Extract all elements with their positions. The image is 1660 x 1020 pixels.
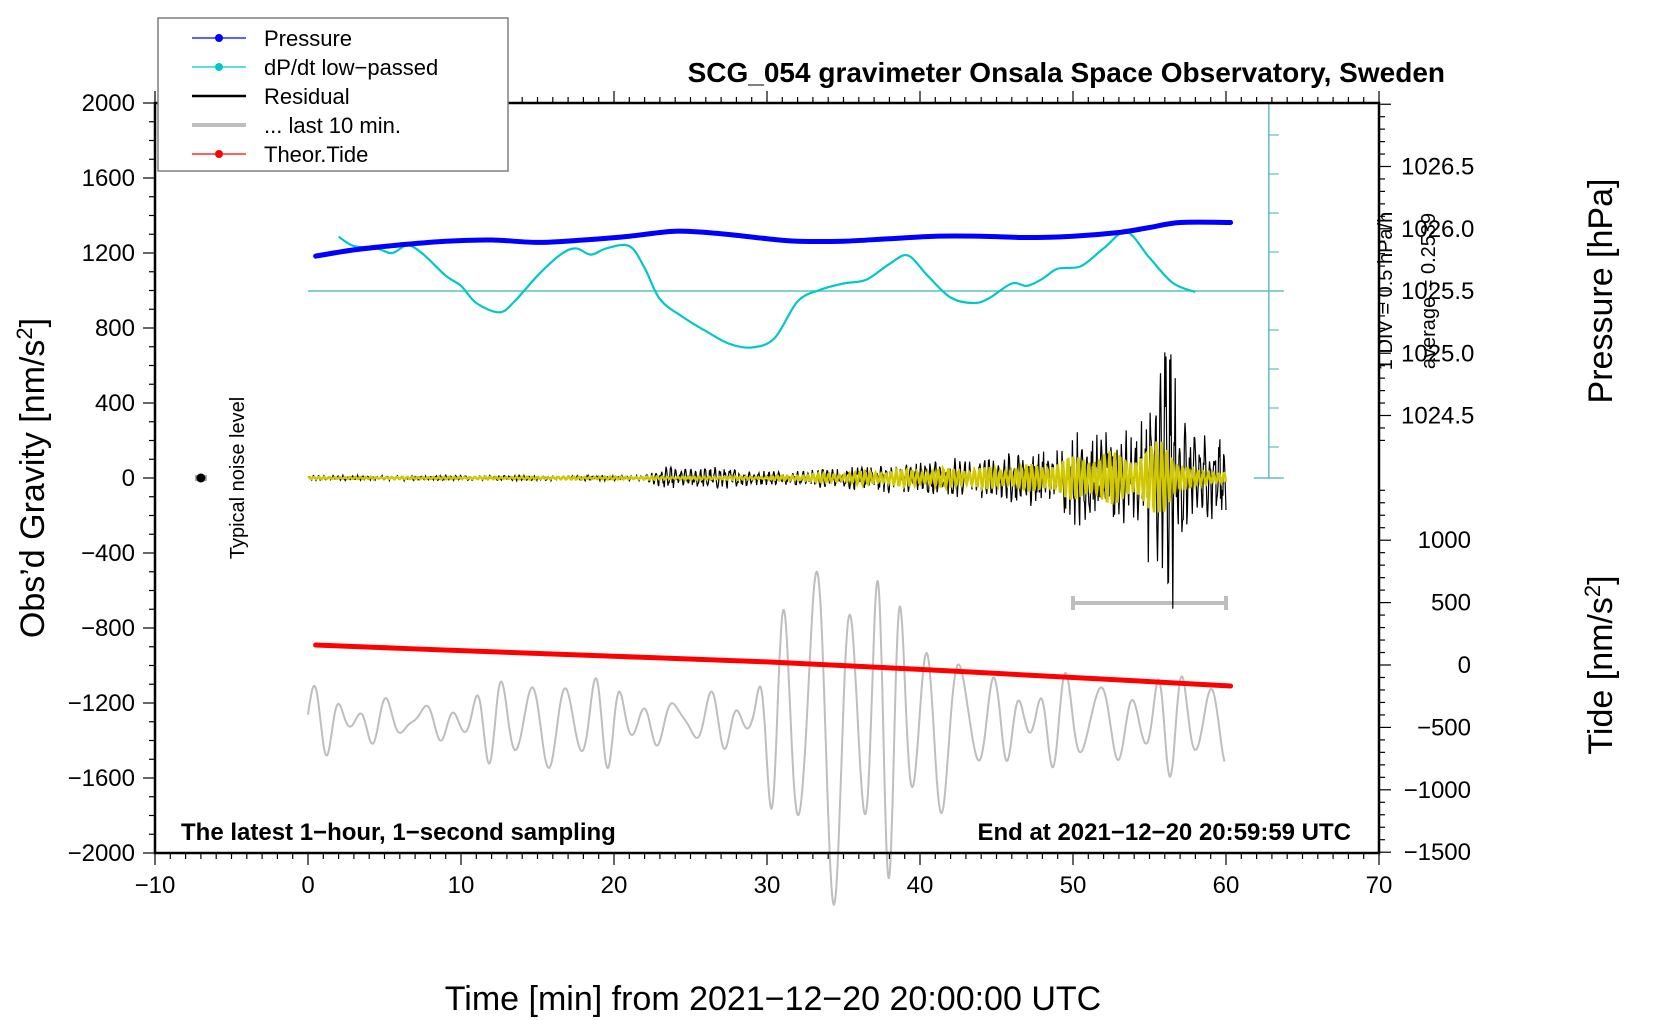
legend-label: Pressure (264, 26, 352, 51)
pressure-tick-label: 1024.5 (1401, 403, 1474, 430)
noise-level-label: Typical noise level (227, 397, 249, 559)
left-axis-title: Obs’d Gravity [nm/s2] (12, 318, 53, 638)
pressure-tick-label: 1026.0 (1401, 216, 1474, 243)
chart-title: SCG_054 gravimeter Onsala Space Observat… (688, 57, 1445, 88)
series-pressure (313, 219, 1234, 259)
pressure-tick-label: 1025.0 (1401, 340, 1474, 367)
left-axis-title-sup: 2 (12, 327, 37, 339)
x-tick-label: 70 (1366, 872, 1393, 899)
y-tick-label: −1600 (68, 765, 135, 792)
tide-tick-label: 500 (1431, 590, 1471, 617)
left-axis-title-end: ] (14, 318, 52, 327)
series-last-10-min (307, 570, 1228, 906)
y-tick-label: 800 (95, 315, 135, 342)
legend-label: Residual (264, 84, 350, 109)
y-tick-label: 1200 (82, 240, 135, 267)
y-tick-label: 400 (95, 390, 135, 417)
y-tick-label: 0 (122, 465, 135, 492)
legend-box (157, 17, 509, 172)
tide-axis-title-end: ] (1582, 575, 1620, 584)
tide-axis-title-text: Tide [nm/s (1582, 597, 1620, 754)
left-axis-title-text: Obs’d Gravity [nm/s (14, 340, 52, 639)
tide-tick-label: 0 (1458, 652, 1471, 679)
tide-tick-label: −1000 (1404, 777, 1471, 804)
pressure-axis-title: Pressure [hPa] (1582, 179, 1620, 404)
dpdt-div-label: 1 DIV = 0.5 hPa/h (1375, 212, 1397, 370)
legend-label: Theor.Tide (264, 142, 368, 167)
x-tick-label: 60 (1213, 872, 1240, 899)
x-tick-label: 20 (601, 872, 628, 899)
x-tick-label: 10 (448, 872, 475, 899)
x-tick-label: 30 (754, 872, 781, 899)
legend-label: dP/dt low−passed (264, 55, 438, 80)
x-tick-label: −10 (135, 872, 176, 899)
y-tick-label: −2000 (68, 840, 135, 867)
tide-axis-title: Tide [nm/s2] (1580, 575, 1621, 754)
noise-level-marker (194, 473, 207, 483)
axes: −10 0 10 20 30 40 50 60 70 2000 1600 1200 800 400 0 −40… (68, 90, 1475, 899)
pressure-tick-label: 1025.5 (1401, 278, 1474, 305)
x-tick-label: 50 (1060, 872, 1087, 899)
tide-tick-label: −500 (1417, 714, 1471, 741)
tide-axis-title-sup: 2 (1580, 585, 1605, 597)
last-10-min-line (307, 570, 1226, 906)
x-tick-label: 40 (907, 872, 934, 899)
y-tick-label: −400 (81, 540, 135, 567)
y-tick-label: −1200 (68, 690, 135, 717)
y-tick-label: 1600 (82, 165, 135, 192)
dpdt-average-label: average = 0.2539 (1418, 213, 1440, 369)
legend-label: ... last 10 min. (264, 113, 401, 138)
x-axis-title: Time [min] from 2021−12−20 20:00:00 UTC (445, 980, 1101, 1018)
tide-tick-label: −1500 (1404, 839, 1471, 866)
legend: Pressure dP/dt low−passed Residual ... last… (157, 17, 509, 172)
noise-point (196, 473, 206, 483)
tide-tick-label: 1000 (1418, 527, 1471, 554)
legend-marker (215, 34, 223, 42)
y-tick-label: −800 (81, 615, 135, 642)
pressure-line (313, 219, 1234, 259)
end-time-note: End at 2021−12−20 20:59:59 UTC (977, 819, 1351, 846)
series-dpdt-low-passed (337, 230, 1196, 349)
legend-marker (215, 150, 223, 158)
residual-filtered-line (307, 441, 1228, 513)
series-residual-filtered (307, 441, 1228, 513)
pressure-tick-label: 1026.5 (1401, 154, 1474, 181)
tide-line (313, 642, 1234, 689)
y-tick-label: 2000 (82, 90, 135, 117)
sampling-note: The latest 1−hour, 1−second sampling (181, 819, 616, 846)
dpdt-line (337, 230, 1196, 349)
series-theor-tide (313, 642, 1234, 689)
legend-marker (215, 63, 223, 71)
x-tick-label: 0 (301, 872, 314, 899)
